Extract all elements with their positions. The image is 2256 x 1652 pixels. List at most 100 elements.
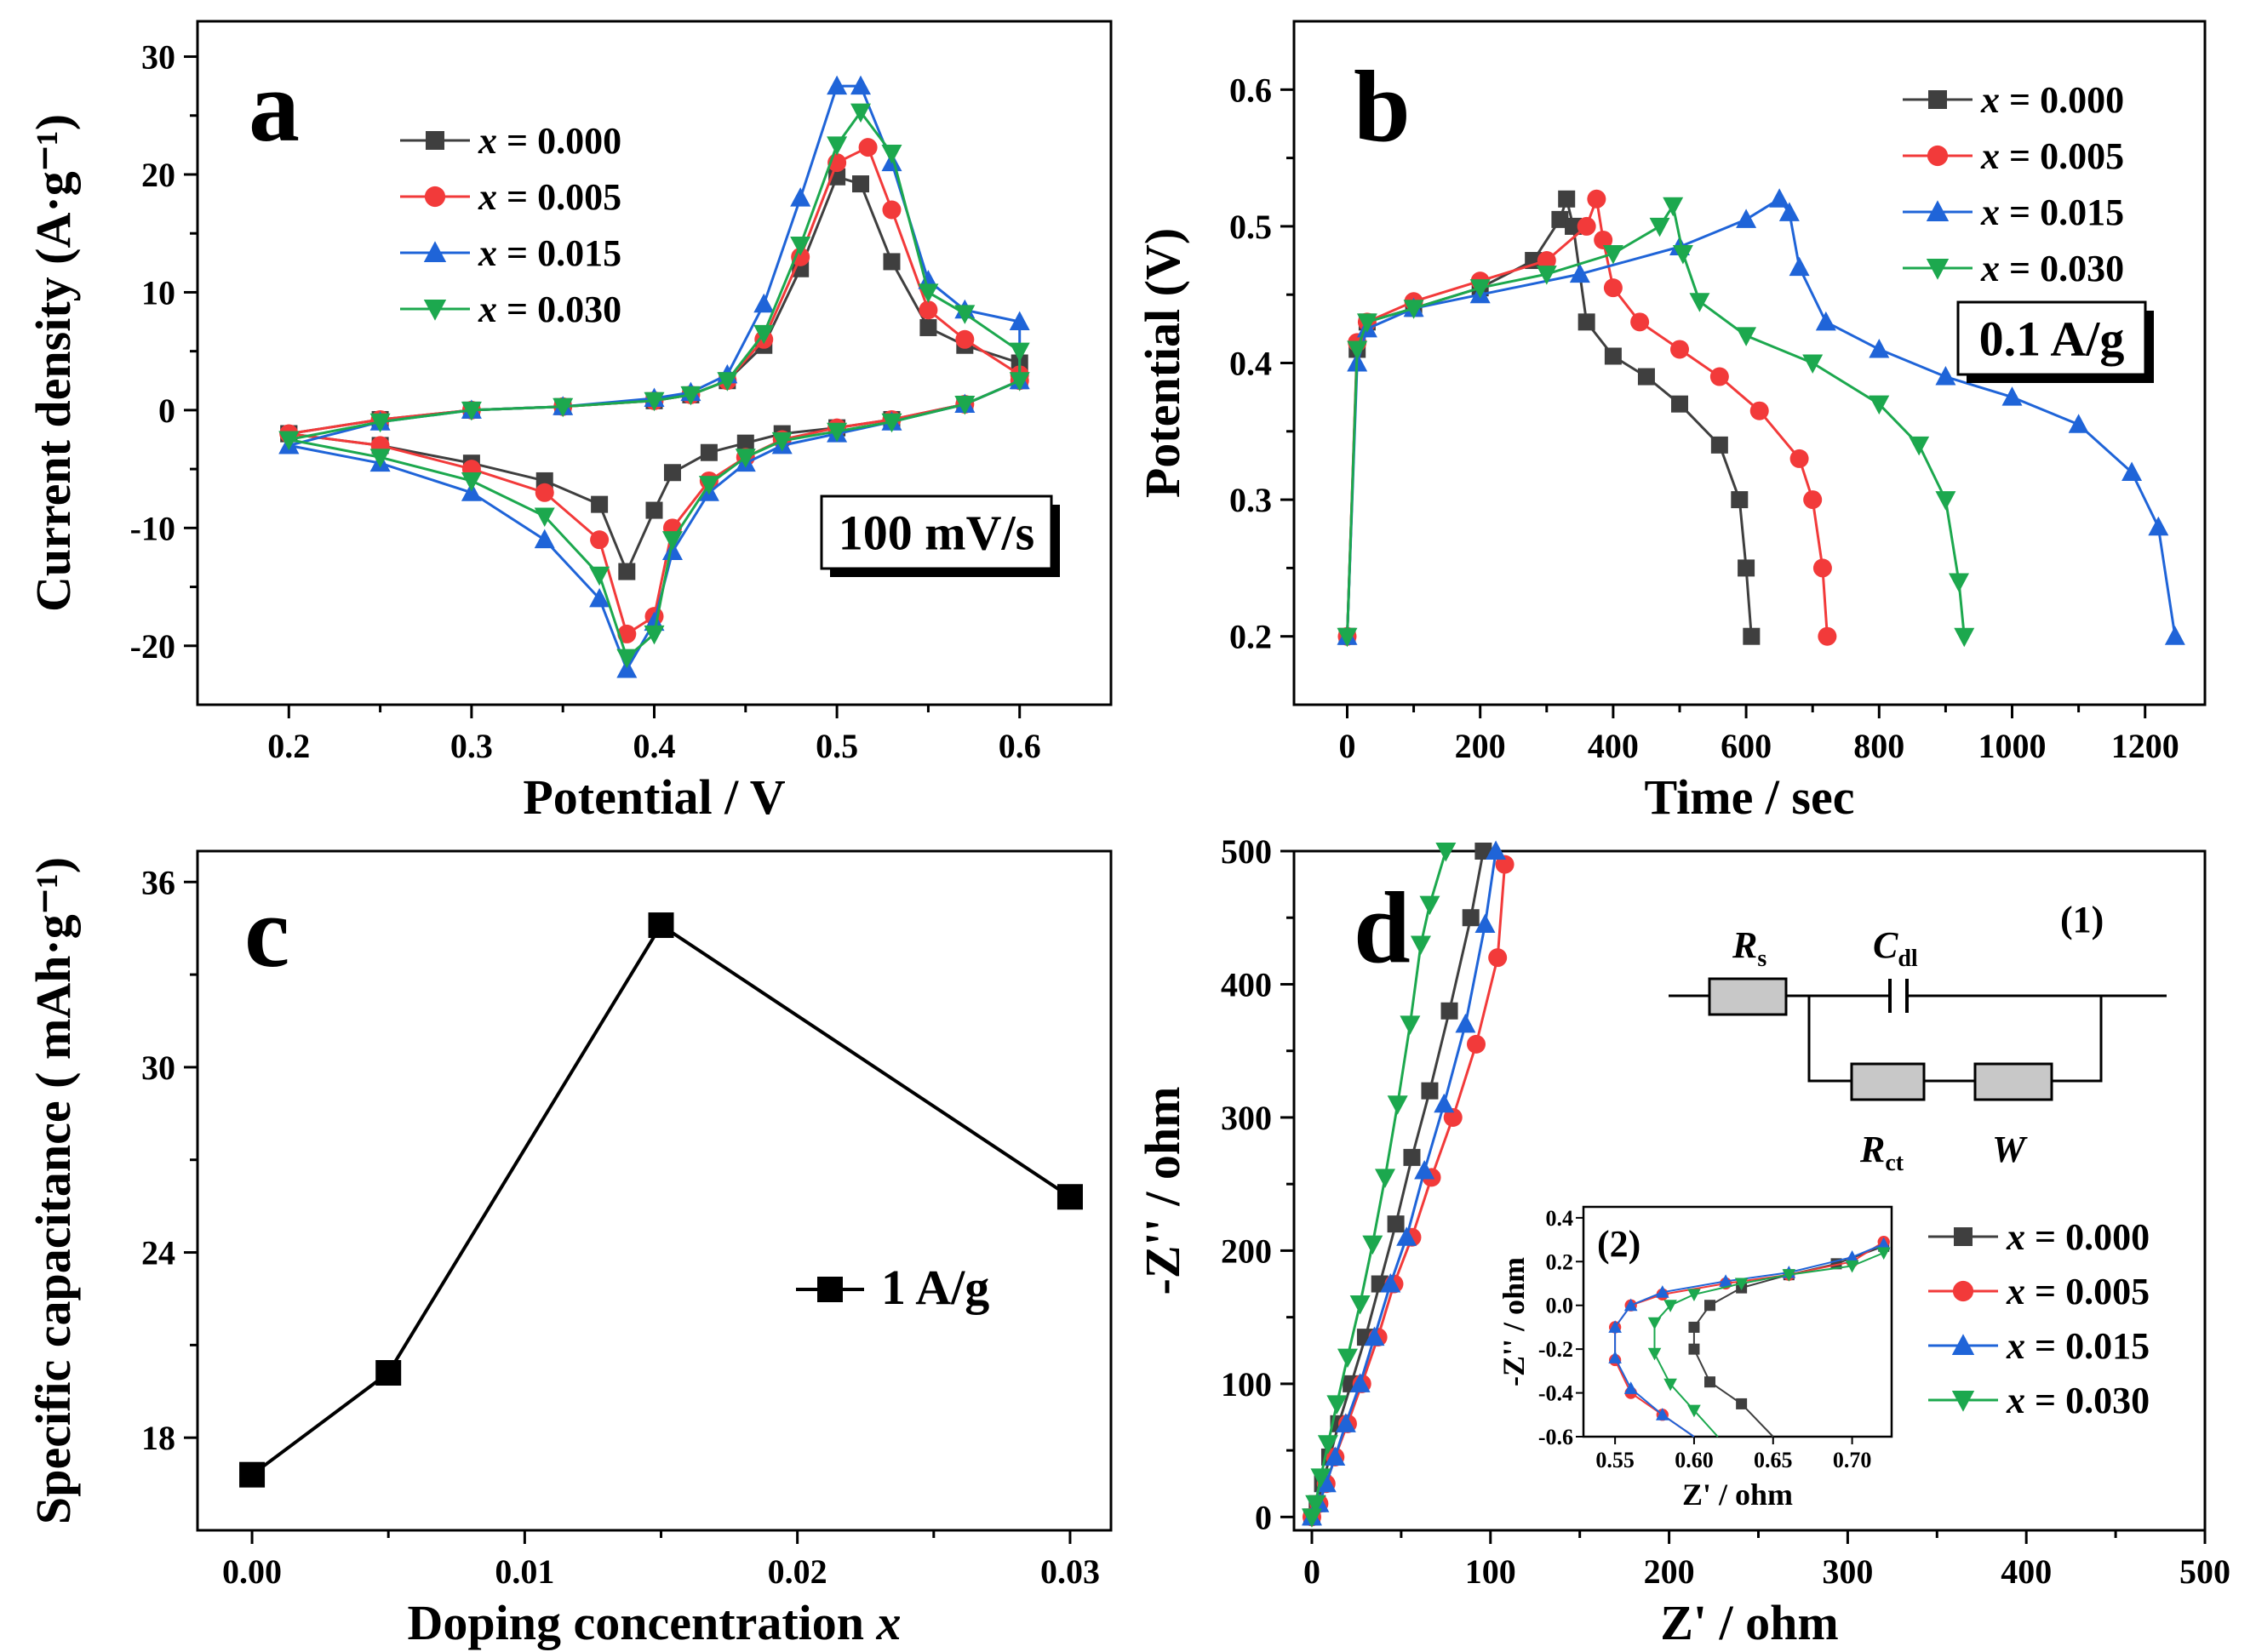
x-tick-label: 0.00 — [222, 1552, 282, 1591]
x-axis-title-text: Doping concentration — [408, 1595, 877, 1650]
circuit-label: (1) — [2060, 899, 2104, 940]
data-point — [1603, 278, 1623, 298]
data-point — [1802, 354, 1824, 374]
legend-label: x = 0.005 — [478, 176, 621, 218]
legend-var: x — [1980, 191, 2000, 233]
data-point — [919, 318, 937, 336]
data-point — [1403, 1148, 1421, 1166]
y-tick-label: 400 — [1221, 965, 1272, 1003]
series-line — [289, 111, 1022, 660]
x-tick-label: 0 — [1303, 1552, 1320, 1591]
inset-data-point — [1688, 1321, 1700, 1333]
inset-y-tick-label: -0.4 — [1538, 1381, 1573, 1406]
x-tick-label: 0.2 — [267, 727, 310, 765]
inset-data-point — [1876, 1247, 1891, 1260]
y-tick-label: 0 — [158, 392, 175, 430]
legend-marker — [1951, 1334, 1975, 1355]
data-point — [1362, 1235, 1383, 1255]
data-point — [2001, 386, 2023, 406]
label-cdl-sub: dl — [1898, 946, 1918, 972]
x-tick-label: 0.4 — [633, 727, 676, 765]
data-point — [1310, 1468, 1331, 1488]
legend-value: = 0.030 — [2000, 248, 2124, 289]
data-point — [590, 530, 610, 550]
data-point — [1587, 189, 1606, 209]
inset-data-point — [1656, 1408, 1669, 1420]
y-axis-title: Current density (A·g⁻¹) — [26, 114, 81, 612]
x-tick-label: 800 — [1853, 727, 1904, 765]
inset-data-point — [1656, 1285, 1669, 1298]
series-line — [250, 923, 1072, 1477]
legend-marker — [1926, 259, 1950, 280]
data-point — [2148, 516, 2169, 536]
inset-label: (2) — [1597, 1223, 1640, 1265]
legend-value: = 0.015 — [2000, 191, 2124, 233]
label-rs: Rs — [1732, 924, 1766, 972]
x-tick-label: 0.6 — [999, 727, 1041, 765]
legend-label: x = 0.030 — [1980, 248, 2124, 289]
x-axis-title: Z' / ohm — [1660, 1595, 1839, 1650]
data-point — [1909, 436, 1930, 456]
legend-value: = 0.015 — [2025, 1325, 2150, 1367]
legend-var: x — [478, 232, 497, 274]
y-tick-label: -10 — [130, 509, 175, 547]
data-point — [1387, 1095, 1408, 1115]
inset-data-point — [1688, 1343, 1700, 1355]
data-point — [1935, 366, 1956, 386]
data-point — [1672, 245, 1693, 265]
wire — [1807, 996, 1852, 1083]
legend-var: x — [2006, 1271, 2025, 1312]
data-point — [617, 624, 637, 643]
data-point — [827, 422, 848, 443]
data-point — [1474, 843, 1492, 860]
data-point — [1009, 311, 1030, 331]
data-point — [2121, 461, 2143, 481]
x-tick-label: 200 — [1644, 1552, 1695, 1591]
inset-plot: 0.55 0.60 0.65 0.70 -0.6 -0.4 -0.2 0.0 0.2 0.4 Z' … — [1497, 1205, 1893, 1512]
legend-marker — [423, 300, 447, 321]
wire — [2052, 996, 2103, 1083]
data-point — [858, 138, 878, 157]
data-point — [661, 540, 683, 561]
data-point — [1474, 913, 1496, 934]
data-point — [791, 247, 810, 266]
inset-y-tick-label: 0.0 — [1546, 1294, 1574, 1318]
inset-data-point — [1623, 1298, 1638, 1312]
x-axis-title-var: x — [876, 1595, 902, 1650]
data-point — [1630, 312, 1650, 332]
data-point — [1709, 367, 1729, 386]
series-line — [1346, 204, 1966, 637]
data-point — [1335, 1413, 1356, 1432]
y-tick-label: 36 — [141, 863, 175, 901]
x-tick-label: 600 — [1721, 727, 1772, 765]
legend-label: x = 0.000 — [1980, 79, 2124, 121]
y-tick-label: 18 — [141, 1419, 175, 1457]
data-point — [883, 253, 901, 271]
plot-frame — [1292, 849, 2207, 1532]
inset-data-point — [1704, 1376, 1716, 1388]
data-point — [1602, 245, 1623, 265]
inset-y-tick-label: 0.2 — [1546, 1249, 1574, 1274]
data-point — [1604, 347, 1622, 365]
legend-var: x — [478, 176, 497, 218]
data-point — [1009, 342, 1030, 363]
x-tick-label: 0.3 — [450, 727, 493, 765]
data-point — [851, 175, 869, 193]
y-axis-title: Specific capacitance ( mAh·g⁻¹) — [26, 857, 81, 1524]
data-point — [1569, 263, 1590, 283]
inset-data-point — [1608, 1320, 1622, 1333]
x-tick-label: 0.5 — [816, 727, 858, 765]
inset-data-point — [1719, 1274, 1732, 1287]
data-point — [1414, 1160, 1435, 1180]
legend-marker — [1926, 200, 1950, 221]
x-axis-title: Time / sec — [1645, 769, 1855, 825]
data-point — [1536, 266, 1557, 285]
data-point — [850, 75, 871, 95]
data-point — [1301, 1508, 1322, 1528]
equivalent-circuit: Rs Cdl Rct W (1) — [1669, 899, 2167, 1176]
data-point — [461, 482, 482, 501]
legend-label: x = 0.015 — [2006, 1325, 2150, 1367]
data-point — [1469, 279, 1491, 299]
data-point — [1743, 627, 1761, 645]
